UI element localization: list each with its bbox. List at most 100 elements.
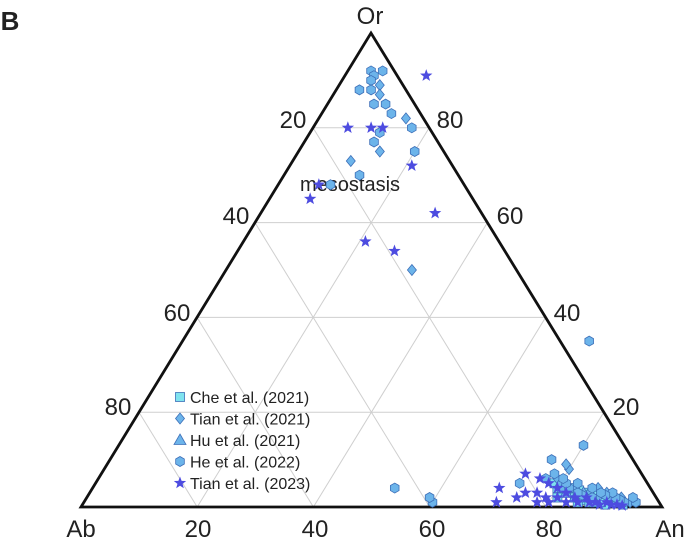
legend-label-1: Tian et al. (2021) — [190, 412, 310, 429]
point-4-14 — [551, 481, 564, 494]
point-4-33 — [530, 495, 544, 508]
point-4-2 — [341, 121, 355, 134]
point-3-18 — [514, 477, 525, 489]
vertex-label-left: Ab — [66, 516, 95, 543]
grid-ab-80 — [138, 411, 198, 508]
legend-label-2: Hu et al. (2021) — [190, 433, 300, 450]
point-3-8 — [386, 108, 397, 120]
point-1-4 — [345, 154, 356, 168]
series-3 — [325, 65, 641, 508]
data-points — [303, 65, 641, 511]
series-4 — [303, 69, 629, 511]
point-3-11 — [354, 169, 365, 181]
point-4-30 — [593, 498, 606, 510]
point-4-16 — [568, 491, 582, 503]
tick-right-60: 60 — [497, 203, 524, 230]
point-4-25 — [539, 491, 552, 503]
point-4-5 — [405, 159, 418, 171]
triangle-frame — [78, 30, 665, 509]
point-3-17 — [546, 454, 557, 466]
point-4-23 — [510, 491, 523, 503]
point-4-8 — [428, 206, 442, 219]
point-3-9 — [407, 122, 417, 134]
tick-right-20: 20 — [613, 394, 640, 421]
grid-ab-40 — [254, 222, 431, 508]
legend-item-4: Tian et al. (2023) — [173, 476, 310, 493]
grid — [138, 127, 605, 508]
point-4-34 — [542, 495, 555, 508]
point-4-7 — [388, 244, 401, 257]
point-3-15 — [584, 335, 594, 347]
legend-marker-3 — [175, 456, 185, 467]
point-3-2 — [377, 65, 388, 77]
point-3-19 — [389, 482, 400, 494]
point-4-19 — [600, 495, 613, 508]
point-3-31 — [587, 482, 597, 494]
point-3-34 — [573, 477, 583, 489]
point-4-12 — [533, 472, 547, 484]
tick-left-40: 40 — [223, 203, 250, 230]
tick-left-20: 20 — [280, 107, 307, 134]
point-1-7 — [561, 458, 572, 471]
point-1-2 — [400, 112, 411, 125]
tick-bottom-20: 20 — [185, 516, 212, 543]
legend-item-2: Hu et al. (2021) — [173, 433, 300, 450]
point-3-12 — [325, 179, 336, 191]
point-1-5 — [406, 263, 417, 277]
point-4-13 — [542, 476, 555, 489]
legend-label-3: He et al. (2022) — [190, 455, 300, 472]
point-4-21 — [493, 481, 506, 494]
tick-right-80: 80 — [437, 107, 464, 134]
panel-label: B — [1, 6, 20, 36]
point-3-16 — [578, 439, 589, 451]
point-1-3 — [374, 145, 385, 158]
tick-left-80: 80 — [105, 394, 132, 421]
point-4-32 — [616, 499, 629, 511]
point-3-4 — [354, 84, 365, 96]
tick-bottom-60: 60 — [419, 516, 446, 543]
tick-left-60: 60 — [164, 300, 191, 327]
point-4-26 — [551, 491, 564, 503]
point-4-29 — [583, 495, 596, 508]
point-4-6 — [420, 69, 433, 81]
grid-ab-60 — [196, 317, 314, 508]
legend-item-1: Tian et al. (2021) — [174, 412, 310, 429]
point-4-17 — [580, 491, 593, 503]
point-3-38 — [549, 468, 560, 480]
point-3-10 — [409, 146, 420, 157]
point-4-11 — [519, 467, 532, 480]
point-3-3 — [366, 74, 376, 86]
tick-bottom-80: 80 — [536, 516, 563, 543]
point-4-28 — [571, 495, 584, 508]
point-4-31 — [604, 498, 618, 510]
point-3-23 — [628, 492, 638, 503]
legend-marker-1 — [174, 412, 186, 425]
tick-right-40: 40 — [554, 300, 581, 327]
point-4-1 — [376, 121, 389, 134]
point-4-4 — [312, 178, 326, 190]
grid-an-40 — [312, 222, 488, 508]
point-4-0 — [364, 121, 378, 134]
legend-marker-0 — [175, 392, 185, 402]
point-4-27 — [559, 495, 573, 508]
point-4-22 — [490, 495, 503, 508]
series-1 — [345, 79, 636, 509]
point-3-27 — [607, 487, 618, 499]
point-4-24 — [530, 486, 544, 499]
legend-label-4: Tian et al. (2023) — [190, 476, 310, 493]
point-3-5 — [366, 84, 376, 96]
legend-marker-4 — [173, 476, 187, 489]
grid-ab-20 — [312, 127, 547, 508]
point-3-6 — [369, 98, 379, 110]
point-3-13 — [369, 136, 379, 148]
vertex-label-top: Or — [357, 3, 384, 30]
point-4-10 — [519, 486, 532, 499]
tick-bottom-40: 40 — [302, 516, 329, 543]
annotation-mesostasis: mesostasis — [300, 174, 400, 196]
point-1-1 — [374, 88, 385, 101]
point-3-21 — [424, 492, 435, 503]
point-3-29 — [596, 487, 606, 499]
point-4-18 — [589, 495, 602, 508]
point-4-9 — [359, 235, 372, 247]
